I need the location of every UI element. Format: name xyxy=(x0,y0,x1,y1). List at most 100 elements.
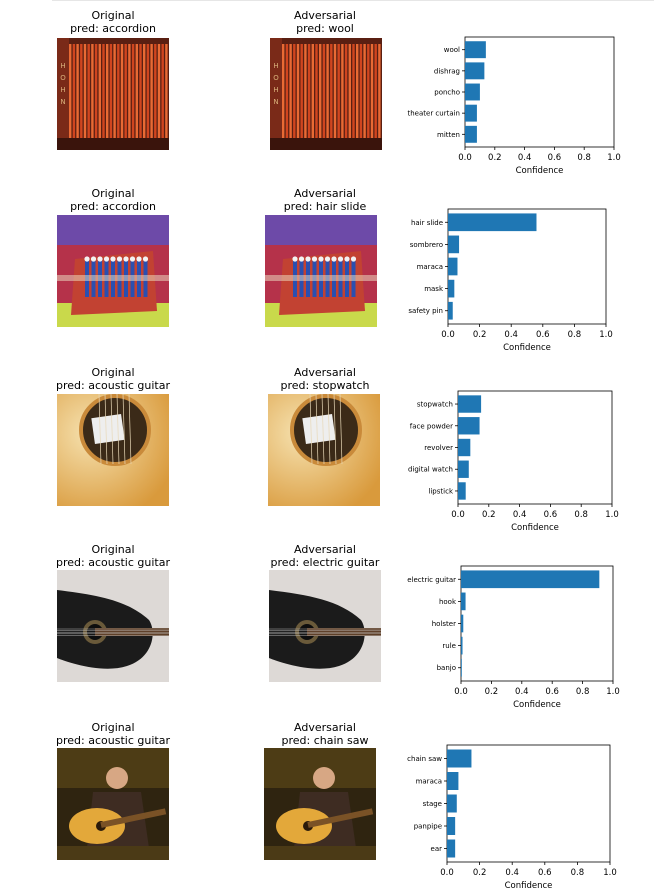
x-axis-label: Confidence xyxy=(505,881,553,891)
svg-text:H: H xyxy=(60,62,65,70)
x-tick-label: 0.4 xyxy=(505,868,519,878)
bar xyxy=(461,658,462,677)
x-tick-label: 1.0 xyxy=(607,153,621,163)
adversarial-caption: Adversarial pred: hair slide xyxy=(235,187,415,213)
original-caption: Original pred: acoustic guitar xyxy=(23,543,203,569)
category-label: wool xyxy=(444,46,460,54)
adversarial-prediction: pred: chain saw xyxy=(281,733,369,747)
category-label: stopwatch xyxy=(417,401,453,409)
x-tick-label: 0.0 xyxy=(458,153,472,163)
adversarial-image xyxy=(265,215,377,327)
adversarial-caption: Adversarial pred: wool xyxy=(235,9,415,35)
adversarial-title: Adversarial xyxy=(294,9,356,22)
x-tick-label: 0.4 xyxy=(513,510,527,520)
svg-text:H: H xyxy=(60,86,65,94)
original-title: Original xyxy=(91,721,135,734)
x-tick-label: 0.2 xyxy=(473,330,487,340)
adversarial-title: Adversarial xyxy=(294,366,356,379)
adversarial-caption: Adversarial pred: stopwatch xyxy=(235,366,415,392)
category-label: holster xyxy=(432,620,456,628)
bar xyxy=(447,817,456,835)
adversarial-image xyxy=(268,394,380,506)
x-tick-label: 0.6 xyxy=(544,510,558,520)
original-image xyxy=(57,394,169,506)
top-divider xyxy=(52,0,654,1)
original-prediction: pred: acoustic guitar xyxy=(56,378,170,392)
x-tick-label: 0.0 xyxy=(440,868,454,878)
original-prediction: pred: accordion xyxy=(70,199,156,213)
x-axis-label: Confidence xyxy=(511,523,559,533)
bar xyxy=(461,614,464,633)
x-tick-label: 0.2 xyxy=(473,868,487,878)
bar xyxy=(448,235,460,254)
bar xyxy=(465,83,480,101)
x-axis-label: Confidence xyxy=(513,700,561,710)
category-label: dishrag xyxy=(434,67,460,75)
adversarial-prediction: pred: stopwatch xyxy=(280,378,370,392)
x-tick-label: 0.6 xyxy=(538,868,552,878)
adversarial-image xyxy=(264,748,376,860)
category-label: lipstick xyxy=(428,487,454,495)
category-label: chain saw xyxy=(407,755,442,763)
bar xyxy=(458,438,471,457)
x-tick-label: 0.2 xyxy=(488,153,502,163)
adversarial-caption: Adversarial pred: electric guitar xyxy=(235,543,415,569)
original-image xyxy=(57,215,169,327)
svg-text:H: H xyxy=(273,62,278,70)
original-prediction: pred: acoustic guitar xyxy=(56,733,170,747)
x-tick-label: 1.0 xyxy=(605,510,619,520)
category-label: digital watch xyxy=(408,466,453,474)
confidence-bar-chart: chain saw maraca stage panpipe ear 0.0 0.2 0.4 0… xyxy=(407,744,617,891)
adversarial-prediction: pred: electric guitar xyxy=(270,555,380,569)
svg-text:N: N xyxy=(273,98,278,106)
original-title: Original xyxy=(91,366,135,379)
category-label: safety pin xyxy=(408,307,443,315)
bar xyxy=(458,395,482,413)
x-tick-label: 1.0 xyxy=(603,868,617,878)
bar xyxy=(448,279,455,298)
x-tick-label: 0.0 xyxy=(454,687,468,697)
bar xyxy=(465,125,477,143)
original-caption: Original pred: accordion xyxy=(23,9,203,35)
bar xyxy=(461,592,466,611)
axes-frame xyxy=(446,744,611,863)
adversarial-prediction: pred: hair slide xyxy=(283,199,367,213)
category-label: mitten xyxy=(437,131,460,139)
x-tick-label: 0.8 xyxy=(576,687,590,697)
original-title: Original xyxy=(91,543,135,556)
category-label: panpipe xyxy=(414,823,442,831)
original-prediction: pred: accordion xyxy=(70,21,156,35)
x-tick-label: 0.2 xyxy=(482,510,496,520)
x-tick-label: 0.6 xyxy=(548,153,562,163)
bar xyxy=(448,301,453,320)
original-caption: Original pred: acoustic guitar xyxy=(23,366,203,392)
bar xyxy=(447,749,472,768)
original-title: Original xyxy=(91,187,135,200)
x-tick-label: 0.8 xyxy=(574,510,588,520)
original-prediction: pred: acoustic guitar xyxy=(56,555,170,569)
category-label: stage xyxy=(423,800,442,808)
x-tick-label: 0.6 xyxy=(536,330,550,340)
original-image xyxy=(57,748,169,860)
svg-text:O: O xyxy=(60,74,66,82)
x-tick-label: 0.8 xyxy=(568,330,582,340)
x-tick-label: 0.4 xyxy=(504,330,518,340)
adversarial-title: Adversarial xyxy=(294,543,356,556)
category-label: hook xyxy=(439,598,457,606)
adversarial-image xyxy=(269,570,381,682)
category-label: maraca xyxy=(416,778,442,786)
adversarial-title: Adversarial xyxy=(294,721,356,734)
svg-text:N: N xyxy=(60,98,65,106)
category-label: face powder xyxy=(410,422,453,430)
category-label: banjo xyxy=(437,664,456,672)
bar xyxy=(458,482,466,500)
category-label: mask xyxy=(424,285,444,293)
x-tick-label: 0.0 xyxy=(441,330,455,340)
original-caption: Original pred: acoustic guitar xyxy=(23,721,203,747)
category-label: electric guitar xyxy=(407,576,456,584)
x-tick-label: 0.6 xyxy=(545,687,559,697)
bar xyxy=(465,104,477,122)
category-label: maraca xyxy=(417,263,443,271)
